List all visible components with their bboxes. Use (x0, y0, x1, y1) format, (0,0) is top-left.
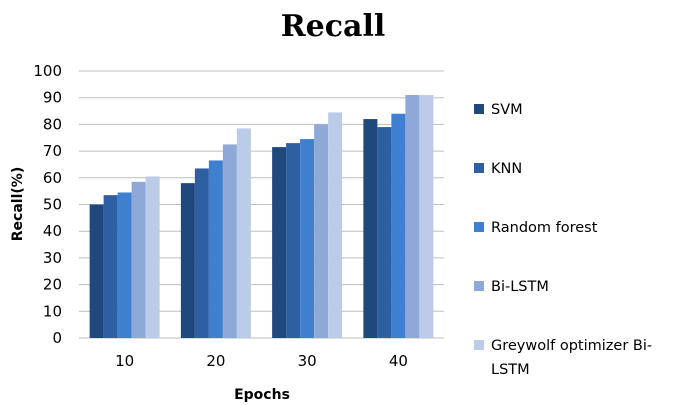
legend-label: Bi-LSTM (491, 279, 549, 295)
bar (391, 113, 406, 338)
bar (194, 168, 209, 338)
bar (89, 204, 104, 338)
legend-swatch (474, 104, 484, 114)
bar (208, 160, 223, 338)
legend-label: Greywolf optimizer Bi-LSTM (491, 338, 652, 378)
bar (300, 139, 315, 338)
chart-title: Recall (281, 9, 386, 44)
y-tick-label: 60 (43, 169, 62, 187)
y-tick-labels: 0 10 20 30 40 50 60 70 80 90 100 (33, 62, 62, 347)
legend-label: SVM (491, 102, 523, 118)
legend: SVM KNN Random forest Bi-LSTM Greywolf optim… (474, 102, 652, 378)
legend-swatch (474, 222, 484, 232)
bar (103, 195, 118, 338)
bar (145, 176, 160, 338)
bar (328, 112, 343, 338)
bar (314, 124, 329, 339)
y-tick-label: 90 (43, 89, 62, 107)
y-tick-label: 30 (43, 249, 62, 267)
y-tick-label: 10 (43, 302, 62, 320)
bars (89, 95, 434, 339)
x-tick-label: 30 (298, 352, 317, 370)
y-tick-label: 80 (43, 115, 62, 133)
x-tick-label: 20 (206, 352, 225, 370)
legend-label: KNN (491, 161, 522, 177)
x-tick-label: 10 (115, 352, 134, 370)
y-tick-label: 70 (43, 142, 62, 160)
legend-label: Random forest (491, 220, 598, 236)
legend-swatch (474, 163, 484, 173)
bar (363, 119, 378, 338)
y-tick-label: 100 (33, 62, 62, 80)
x-tick-labels: 10 20 30 40 (115, 352, 408, 370)
y-tick-label: 40 (43, 222, 62, 240)
x-tick-label: 40 (389, 352, 408, 370)
x-axis-label: Epochs (234, 387, 290, 403)
bar (419, 95, 434, 338)
legend-swatch (474, 281, 484, 291)
bar (222, 144, 237, 338)
y-tick-label: 50 (43, 196, 62, 214)
bar (286, 143, 301, 338)
y-axis-label: Recall(%) (10, 167, 26, 241)
y-tick-label: 0 (52, 329, 62, 347)
bar (236, 128, 251, 338)
bar (131, 181, 146, 338)
y-tick-label: 20 (43, 276, 62, 294)
bar (117, 192, 132, 338)
bar (405, 95, 420, 338)
bar (180, 183, 195, 338)
bar (377, 127, 392, 338)
legend-swatch (474, 340, 484, 350)
bar (272, 147, 287, 338)
